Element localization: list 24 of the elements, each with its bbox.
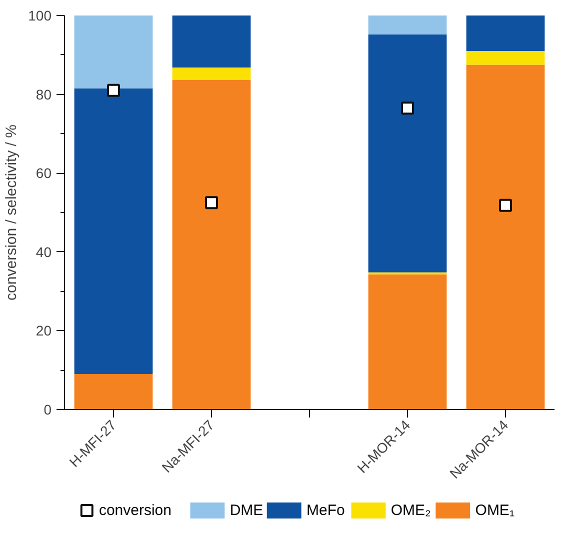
legend-label: DME (230, 502, 264, 519)
bar (466, 50, 545, 65)
legend-label: OME₁ (475, 502, 515, 519)
y-tick-label: 40 (36, 244, 52, 260)
bar (74, 374, 153, 410)
y-tick-label: 0 (44, 402, 52, 418)
bar (368, 16, 447, 34)
y-tick-label: 60 (36, 165, 52, 182)
bar (466, 64, 545, 410)
y-tick-label: 100 (28, 8, 52, 24)
y-tick-label: 20 (36, 322, 52, 339)
legend-label: MeFo (306, 502, 345, 519)
bar (368, 34, 447, 272)
bar (74, 16, 153, 88)
y-tick-label: 80 (36, 86, 52, 102)
bar (74, 88, 153, 374)
bar (172, 16, 251, 68)
y-axis-title: conversion / selectivity / % (3, 124, 20, 300)
bar (368, 274, 447, 410)
bar (172, 80, 251, 410)
bar (466, 16, 545, 51)
legend-label: conversion (98, 502, 172, 519)
legend-label: OME₂ (390, 502, 432, 519)
bar (172, 68, 251, 80)
